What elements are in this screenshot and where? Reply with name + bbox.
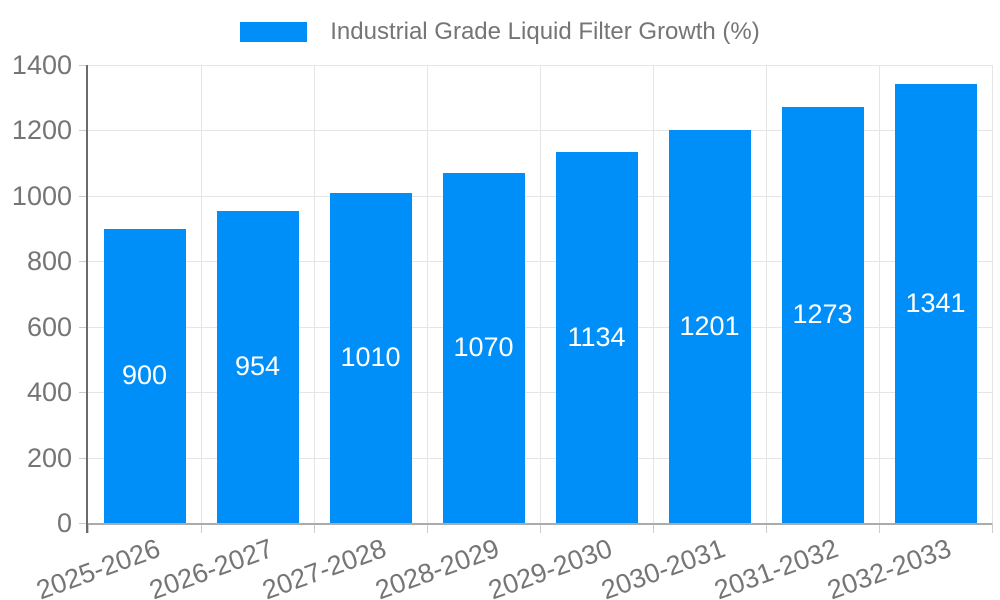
x-axis-label: 2025-2026 <box>32 533 165 600</box>
y-axis-tick <box>79 261 88 263</box>
y-axis-tick <box>79 130 88 132</box>
gridline-v <box>653 65 654 523</box>
gridline-v <box>314 65 315 523</box>
y-axis-tick <box>79 457 88 459</box>
y-axis-tick <box>79 392 88 394</box>
gridline-v <box>879 65 880 523</box>
bar-value-label: 1273 <box>792 299 853 330</box>
legend-swatch <box>240 22 308 42</box>
bar: 1201 <box>668 130 751 523</box>
y-axis-tick <box>79 195 88 197</box>
bar-value-label: 1010 <box>340 342 401 373</box>
bar-value-label: 900 <box>121 360 168 391</box>
legend-label: Industrial Grade Liquid Filter Growth (%… <box>330 18 760 45</box>
bar: 1010 <box>329 192 412 523</box>
x-axis-tick <box>992 523 993 533</box>
x-axis-tick <box>427 523 428 533</box>
y-axis-label: 200 <box>26 442 72 473</box>
x-axis-tick <box>879 523 880 533</box>
y-axis-label: 600 <box>26 311 72 342</box>
chart-legend: Industrial Grade Liquid Filter Growth (%… <box>0 17 1000 47</box>
y-axis-label: 1400 <box>11 50 72 80</box>
bar-value-label: 954 <box>234 351 281 382</box>
x-axis-line <box>88 523 992 525</box>
gridline-v <box>201 65 202 523</box>
x-axis-label: 2026-2027 <box>145 533 278 600</box>
x-axis-tick <box>766 523 767 533</box>
x-axis-tick <box>653 523 654 533</box>
x-axis-label: 2027-2028 <box>258 533 391 600</box>
x-axis-tick <box>88 523 89 533</box>
x-axis-label: 2030-2031 <box>597 533 730 600</box>
bar-value-label: 1134 <box>567 322 626 352</box>
bar-value-label: 1070 <box>453 332 514 363</box>
bar: 1341 <box>894 84 977 523</box>
y-axis-tick <box>79 523 88 524</box>
bar: 1134 <box>555 152 638 523</box>
bar: 1273 <box>781 106 864 523</box>
x-axis-label: 2032-2033 <box>823 533 956 600</box>
x-axis-label: 2029-2030 <box>484 533 617 600</box>
x-axis-label: 2028-2029 <box>371 533 504 600</box>
y-axis-line <box>86 65 88 533</box>
x-axis-label: 2031-2032 <box>710 533 843 600</box>
gridline-v <box>540 65 541 523</box>
y-axis-label: 1200 <box>11 115 72 146</box>
bar-value-label: 1201 <box>679 311 740 342</box>
y-axis-label: 800 <box>26 246 72 277</box>
y-axis-label: 0 <box>56 508 72 538</box>
bar: 954 <box>216 210 299 523</box>
bar: 900 <box>103 228 186 523</box>
x-axis-tick <box>201 523 202 533</box>
x-axis-tick <box>540 523 541 533</box>
x-axis-tick <box>314 523 315 533</box>
y-axis-tick <box>79 65 88 66</box>
y-axis-tick <box>79 326 88 328</box>
y-axis-label: 400 <box>26 377 72 408</box>
gridline-v <box>427 65 428 523</box>
bar: 1070 <box>442 172 525 523</box>
gridline-v <box>992 65 993 523</box>
y-axis-label: 1000 <box>11 180 72 211</box>
gridline-v <box>766 65 767 523</box>
bar-value-label: 1341 <box>905 288 966 319</box>
